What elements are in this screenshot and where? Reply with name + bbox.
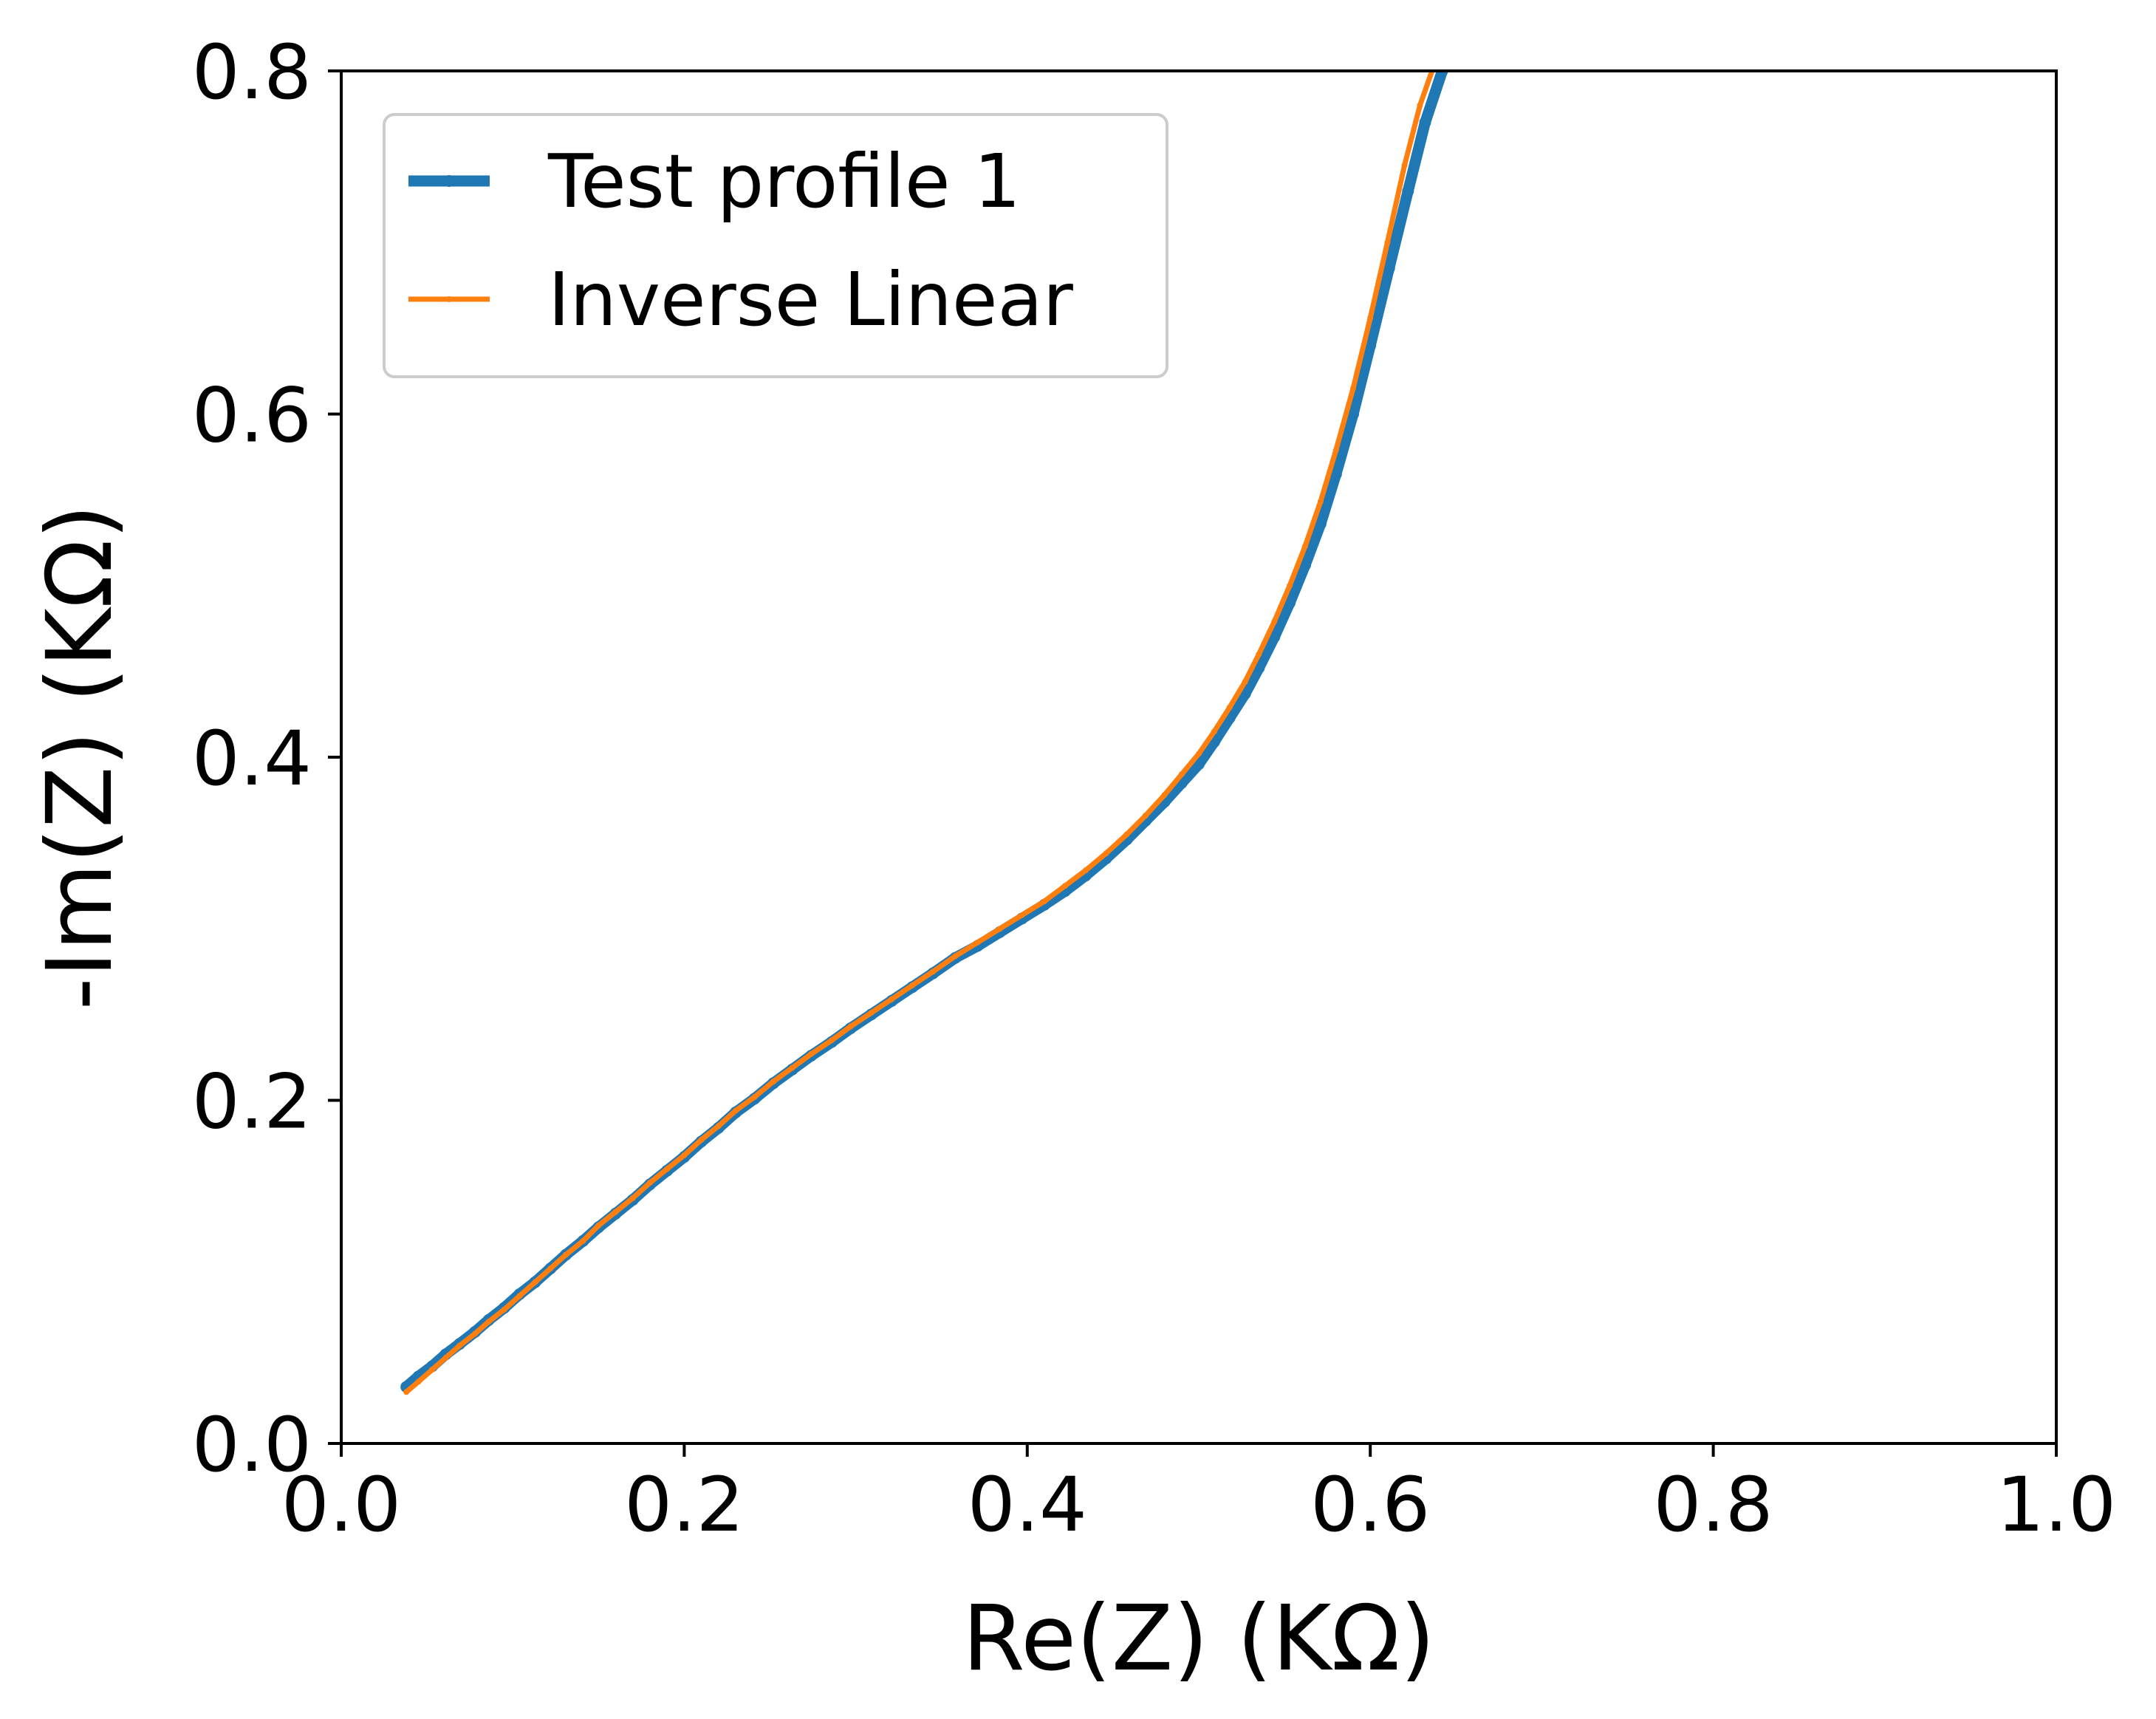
data-point-inverse-linear: [996, 926, 1003, 932]
data-point-inverse-linear: [472, 1330, 479, 1337]
legend-marker-inverse-linear: [446, 296, 452, 302]
data-point-inverse-linear: [403, 1389, 410, 1395]
legend-label-inverse-linear: Inverse Linear: [548, 256, 1074, 343]
data-point-inverse-linear: [770, 1079, 777, 1084]
data-point-test-profile-1: [1383, 262, 1395, 275]
y-tick-label: 0.8: [192, 29, 312, 117]
data-point-inverse-linear: [1242, 678, 1248, 685]
data-point-inverse-linear: [681, 1152, 688, 1158]
data-point-inverse-linear: [1287, 582, 1293, 589]
data-point-test-profile-1: [1284, 597, 1296, 609]
data-point-inverse-linear: [501, 1306, 507, 1313]
data-point-inverse-linear: [698, 1136, 705, 1143]
x-tick-label: 0.6: [1310, 1461, 1430, 1549]
data-point-inverse-linear: [1302, 543, 1308, 550]
x-axis-label: Re(Z) (KΩ): [962, 1586, 1435, 1691]
data-point-inverse-linear: [1350, 385, 1356, 392]
data-point-test-profile-1: [1402, 185, 1414, 197]
legend-marker-test-profile-1: [443, 175, 455, 187]
data-point-inverse-linear: [595, 1223, 602, 1228]
series-inverse-linear: [403, 71, 1435, 1395]
data-point-inverse-linear: [547, 1265, 554, 1272]
y-tick-label: 0.6: [192, 372, 312, 460]
data-point-inverse-linear: [847, 1023, 854, 1030]
data-point-inverse-linear: [647, 1180, 653, 1186]
data-point-inverse-linear: [1143, 813, 1149, 819]
data-point-inverse-linear: [715, 1123, 722, 1130]
series-layer: [400, 71, 1448, 1395]
data-point-inverse-linear: [516, 1293, 523, 1299]
data-point-inverse-linear: [733, 1107, 739, 1114]
data-point-inverse-linear: [1401, 162, 1408, 168]
data-point-test-profile-1: [1299, 558, 1311, 571]
x-tick-label: 0.8: [1653, 1461, 1773, 1549]
data-point-inverse-linear: [1082, 867, 1089, 874]
data-point-inverse-linear: [563, 1251, 569, 1258]
data-point-test-profile-1: [1347, 408, 1359, 420]
data-point-inverse-linear: [1178, 771, 1185, 778]
data-point-test-profile-1: [1314, 518, 1327, 530]
data-point-inverse-linear: [1417, 102, 1423, 109]
data-point-inverse-linear: [629, 1195, 636, 1201]
data-point-inverse-linear: [930, 968, 937, 975]
data-point-inverse-linear: [1256, 651, 1262, 657]
legend-label-test-profile-1: Test profile 1: [547, 138, 1021, 225]
data-point-inverse-linear: [1332, 447, 1339, 454]
data-point-inverse-linear: [1317, 498, 1324, 505]
y-axis-label: -Im(Z) (KΩ): [27, 505, 132, 1011]
data-point-inverse-linear: [612, 1209, 619, 1215]
data-point-inverse-linear: [580, 1237, 586, 1244]
x-axis-ticks: 0.0 0.2 0.4 0.6 0.8 1.0: [281, 1443, 2116, 1549]
data-point-inverse-linear: [909, 982, 916, 988]
data-point-inverse-linear: [1196, 751, 1202, 757]
data-point-test-profile-1: [1364, 339, 1377, 352]
data-point-inverse-linear: [1271, 618, 1278, 625]
data-point-inverse-linear: [1061, 883, 1068, 889]
data-point-test-profile-1: [1268, 631, 1281, 643]
x-tick-label: 0.4: [968, 1461, 1087, 1549]
data-point-inverse-linear: [789, 1064, 795, 1071]
data-point-inverse-linear: [889, 996, 895, 1002]
data-point-inverse-linear: [429, 1367, 436, 1373]
data-point-inverse-linear: [868, 1010, 875, 1016]
x-tick-label: 1.0: [1996, 1461, 2116, 1549]
data-point-inverse-linear: [1041, 898, 1047, 905]
data-point-inverse-linear: [1367, 315, 1374, 321]
data-point-inverse-linear: [1123, 831, 1130, 838]
data-point-inverse-linear: [1211, 728, 1217, 735]
data-point-inverse-linear: [442, 1354, 449, 1361]
data-point-test-profile-1: [1329, 468, 1342, 480]
y-axis-ticks: 0.0 0.2 0.4 0.6 0.8: [192, 29, 341, 1489]
x-tick-label: 0.2: [624, 1461, 744, 1549]
data-point-inverse-linear: [1161, 792, 1168, 799]
y-tick-label: 0.0: [192, 1401, 312, 1489]
data-point-inverse-linear: [532, 1279, 538, 1285]
data-point-inverse-linear: [1103, 850, 1109, 857]
data-point-test-profile-1: [1419, 116, 1431, 129]
data-point-inverse-linear: [485, 1319, 492, 1325]
y-tick-label: 0.2: [192, 1059, 312, 1146]
data-point-inverse-linear: [1384, 239, 1391, 246]
y-tick-label: 0.4: [192, 715, 312, 803]
data-point-inverse-linear: [974, 939, 981, 946]
legend: Test profile 1 Inverse Linear: [383, 113, 1168, 378]
data-point-inverse-linear: [829, 1037, 835, 1044]
series-line-inverse-linear: [403, 71, 1435, 1395]
data-point-inverse-linear: [664, 1166, 671, 1172]
data-point-inverse-linear: [415, 1378, 422, 1385]
data-point-inverse-linear: [1226, 704, 1233, 711]
x-tick-label: 0.0: [281, 1461, 401, 1549]
legend-box: [383, 113, 1168, 378]
data-point-inverse-linear: [952, 953, 959, 960]
data-point-inverse-linear: [808, 1050, 815, 1057]
data-point-inverse-linear: [751, 1093, 758, 1100]
data-point-inverse-linear: [1019, 912, 1025, 918]
data-point-inverse-linear: [456, 1342, 463, 1349]
